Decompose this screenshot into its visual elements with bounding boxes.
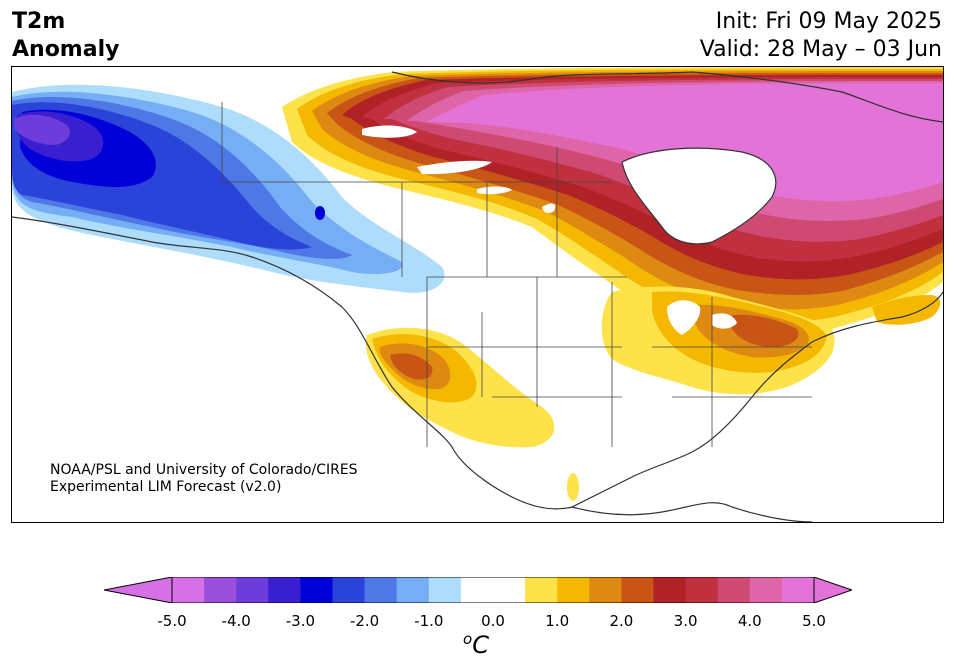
anomaly-label: Anomaly — [12, 37, 120, 62]
colorbar-cell — [396, 577, 430, 603]
unit-letter: C — [472, 631, 489, 659]
state-borders — [221, 102, 812, 447]
colorbar-cells — [172, 577, 815, 603]
colorbar-tick-label: 2.0 — [609, 612, 634, 630]
colorbar-cell — [236, 577, 269, 603]
colorbar-tick-label: -5.0 — [157, 612, 187, 630]
colorbar-cell — [717, 577, 751, 603]
colorbar-tick-label: -1.0 — [414, 612, 444, 630]
colorbar-under-arrow — [104, 577, 173, 603]
colorbar-tick-label: -4.0 — [221, 612, 251, 630]
colorbar-cell — [204, 577, 237, 603]
variable-label: T2m — [12, 9, 66, 34]
warm-anomaly-north — [282, 67, 943, 335]
colorbar-cell — [428, 577, 462, 603]
map-canvas — [12, 67, 943, 522]
colorbar-unit: oC — [463, 630, 489, 659]
colorbar-outline — [171, 577, 815, 603]
colorbar-cell — [557, 577, 590, 603]
colorbar-tick-label: 4.0 — [737, 612, 762, 630]
colorbar-cell — [268, 577, 301, 603]
colorbar-tick-label: 1.0 — [545, 612, 570, 630]
credit-line-2: Experimental LIM Forecast (v2.0) — [50, 479, 282, 495]
colorbar-tick-label: 0.0 — [481, 612, 505, 630]
colorbar-over-arrow — [813, 577, 852, 603]
coastlines — [12, 71, 943, 522]
init-date: Init: Fri 09 May 2025 — [715, 9, 942, 34]
colorbar-tick-label: 3.0 — [673, 612, 698, 630]
colorbar-cell — [589, 577, 622, 603]
colorbar-tick-label: 5.0 — [802, 612, 826, 630]
colorbar-cell — [332, 577, 366, 603]
colorbar-cell — [653, 577, 687, 603]
warm-anomaly-east — [601, 286, 941, 395]
colorbar — [104, 577, 852, 603]
colorbar-cell — [621, 577, 654, 603]
colorbar-cell — [685, 577, 719, 603]
warm-anomaly-southwest — [366, 327, 579, 501]
colorbar-tick-label: -3.0 — [285, 612, 316, 630]
map-title: T2m Anomaly — [12, 8, 119, 64]
forecast-dates: Init: Fri 09 May 2025 Valid: 28 May – 03… — [700, 8, 942, 64]
colorbar-cell — [364, 577, 398, 603]
colorbar-cell — [493, 577, 526, 603]
colorbar-tick-label: -2.0 — [349, 612, 380, 630]
colorbar-cell — [749, 577, 783, 603]
colorbar-cell — [300, 577, 333, 603]
unit-degree: o — [463, 630, 473, 648]
credit-line-1: NOAA/PSL and University of Colorado/CIRE… — [50, 462, 358, 478]
cold-anomaly-region — [12, 84, 445, 293]
colorbar-cell — [781, 577, 815, 603]
anomaly-map: NOAA/PSL and University of Colorado/CIRE… — [11, 66, 944, 523]
valid-range: Valid: 28 May – 03 Jun — [699, 37, 942, 62]
colorbar-cell — [525, 577, 558, 603]
credit-text: NOAA/PSL and University of Colorado/CIRE… — [50, 462, 358, 496]
colorbar-cell — [172, 577, 205, 603]
colorbar-cell — [460, 577, 494, 603]
